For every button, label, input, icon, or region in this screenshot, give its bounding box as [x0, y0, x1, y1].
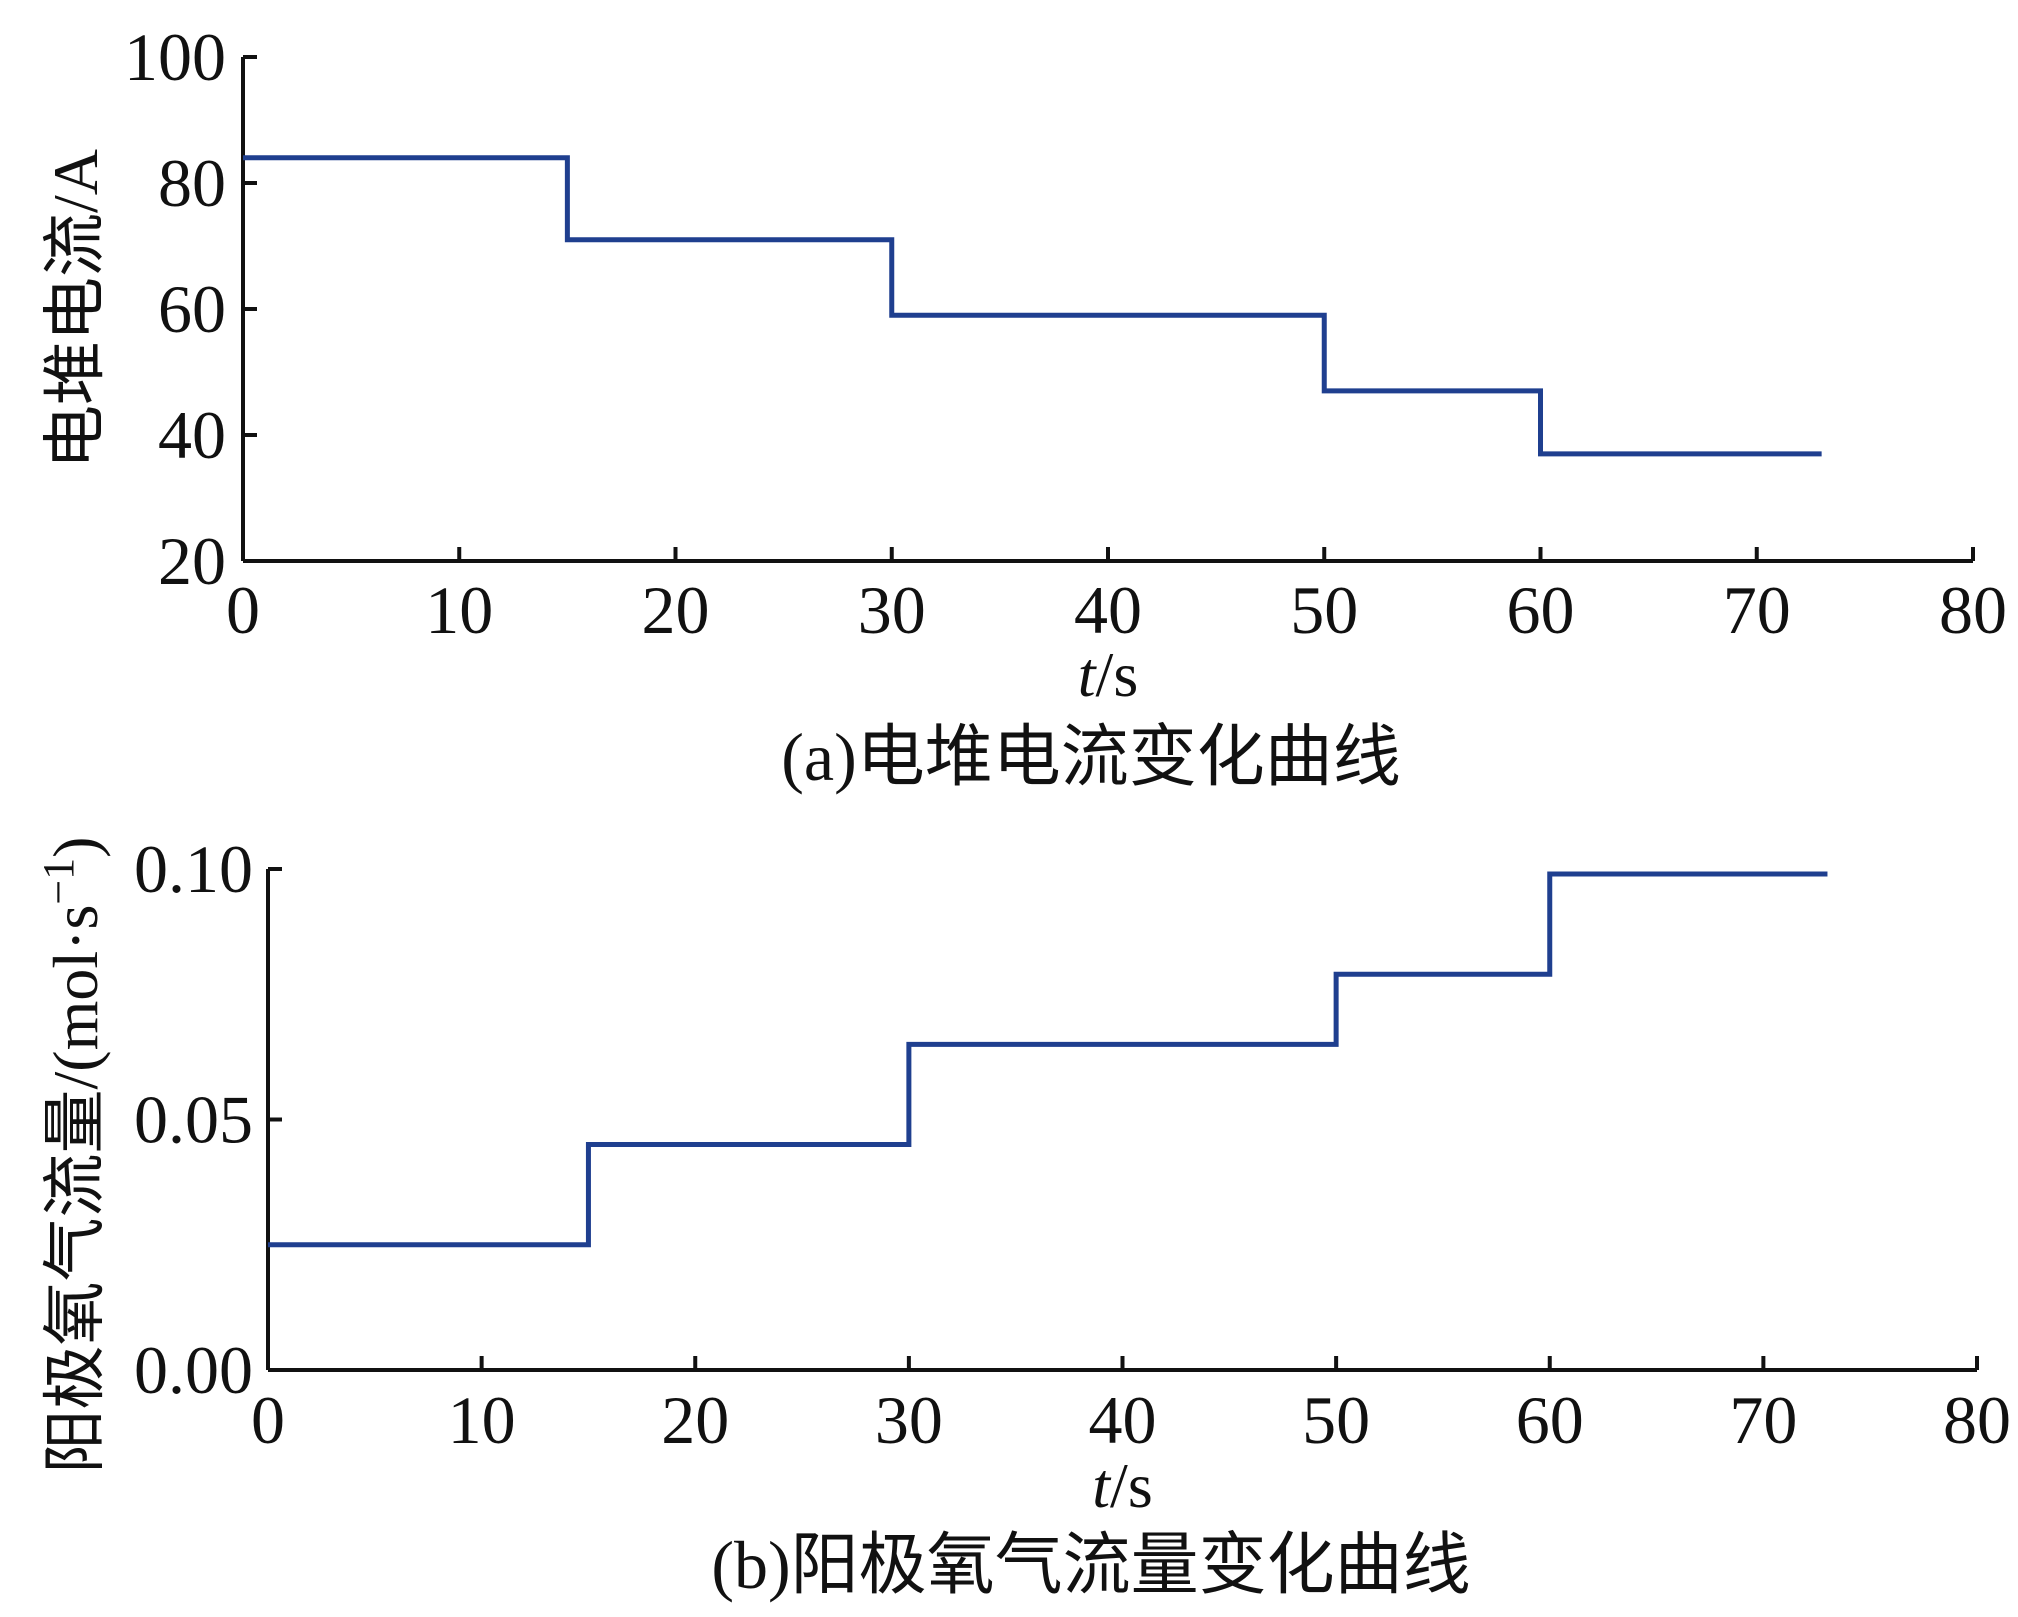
b-x-tick-label: 20 — [661, 1382, 729, 1458]
b-y-tick-label: 0.05 — [134, 1082, 253, 1158]
a-x-tick-label: 20 — [642, 572, 710, 648]
b-y-tick-label: 0.00 — [134, 1332, 253, 1408]
b-y-tick-label: 0.10 — [134, 831, 253, 907]
b-x-tick-label: 70 — [1729, 1382, 1797, 1458]
b-y-axis-label: 阳极氧气流量/(mol·s−1) — [34, 836, 111, 1473]
a-y-axis-label: 电堆电流/A — [40, 149, 111, 469]
b-x-tick-label: 40 — [1089, 1382, 1157, 1458]
a-y-tick-label: 20 — [158, 523, 226, 599]
b-x-tick-label: 0 — [251, 1382, 285, 1458]
a-y-tick-label: 100 — [124, 19, 226, 95]
a-x-tick-label: 30 — [858, 572, 926, 648]
b-x-tick-label: 30 — [875, 1382, 943, 1458]
a-series-line — [243, 155, 1822, 457]
b-caption: (b)阳极氧气流量变化曲线 — [711, 1527, 1470, 1603]
panel-a-current-chart: 0 10 20 30 40 50 60 70 80 20 40 60 80 100 t/s 电堆电流/A (a)… — [40, 19, 2007, 795]
b-x-tick-label: 80 — [1943, 1382, 2011, 1458]
a-x-tick-label: 80 — [1939, 572, 2007, 648]
panel-b-oxygen-flow-chart: 0 10 20 30 40 50 60 70 80 0.00 0.05 0.10 t/s 阳极氧气流量/(… — [34, 831, 2011, 1603]
a-x-tick-label: 10 — [425, 572, 493, 648]
a-y-tick-label: 40 — [158, 397, 226, 473]
a-caption: (a)电堆电流变化曲线 — [781, 719, 1400, 795]
a-x-tick-label: 40 — [1074, 572, 1142, 648]
a-x-tick-label: 0 — [226, 572, 260, 648]
b-x-tick-label: 10 — [448, 1382, 516, 1458]
a-x-tick-label: 60 — [1507, 572, 1575, 648]
a-x-tick-label: 70 — [1723, 572, 1791, 648]
a-x-tick-label: 50 — [1290, 572, 1358, 648]
b-x-tick-label: 50 — [1302, 1382, 1370, 1458]
a-y-tick-label: 80 — [158, 145, 226, 221]
b-x-axis-label: t/s — [1092, 1450, 1152, 1521]
a-x-axis-label: t/s — [1078, 639, 1138, 710]
b-x-tick-label: 60 — [1516, 1382, 1584, 1458]
a-y-tick-label: 60 — [158, 271, 226, 347]
b-series-line — [268, 871, 1828, 1248]
